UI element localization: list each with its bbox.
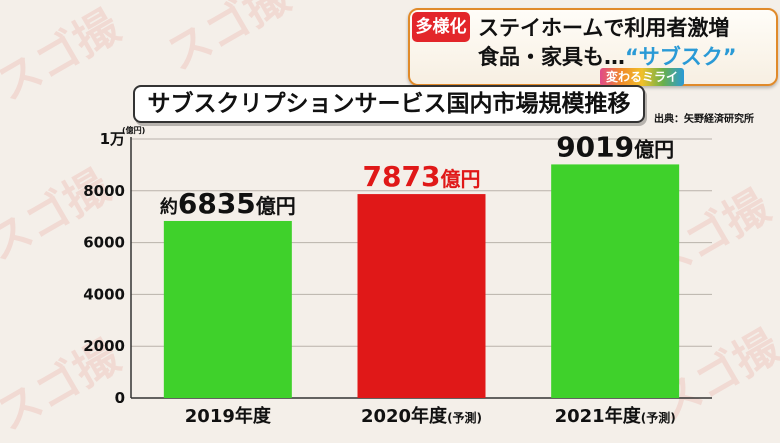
caption-subline: 食品・家具も…“サブスク” <box>478 41 737 71</box>
bar <box>551 164 680 398</box>
source-note: 出典：矢野経済研究所 <box>654 114 754 125</box>
y-tick-label: 1万 <box>100 130 125 148</box>
y-tick-label: 4000 <box>83 285 125 303</box>
bar <box>357 194 486 398</box>
data-label: 約6835億円 <box>160 187 296 220</box>
x-tick-label: 2020年度(予測) <box>361 405 482 427</box>
caption-headline: ステイホームで利用者激増 <box>478 16 730 40</box>
y-tick-label: 2000 <box>83 337 125 355</box>
chart-title: サブスクリプションサービス国内市場規模推移 <box>147 91 631 117</box>
chart-title-box <box>133 85 645 123</box>
caption-subline-highlight: “サブスク” <box>625 45 737 69</box>
unit-label: (億円) <box>122 126 146 135</box>
x-tick-label: 2021年度(予測) <box>555 405 676 427</box>
caption-badge: 多様化 <box>412 12 470 42</box>
data-label: 7873億円 <box>363 160 481 193</box>
y-tick-label: 6000 <box>83 234 125 252</box>
x-tick-label: 2019年度 <box>185 405 272 427</box>
bar <box>163 220 292 398</box>
data-label: 9019億円 <box>556 130 674 163</box>
y-tick-label: 8000 <box>83 182 125 200</box>
caption-subline-prefix: 食品・家具も… <box>478 45 625 69</box>
y-tick-label: 0 <box>115 389 125 407</box>
program-logo: 変わるミライ <box>600 68 685 86</box>
